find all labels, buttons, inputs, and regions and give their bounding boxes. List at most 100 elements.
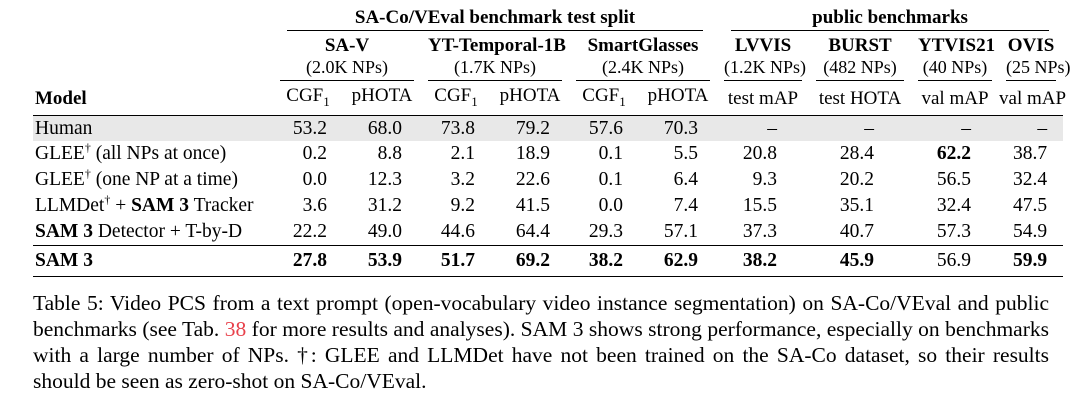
metric-header: val mAP bbox=[999, 81, 1066, 116]
table-row-sam3: SAM 3 27.8 53.9 51.7 69.2 38.2 62.9 38.2… bbox=[33, 244, 1064, 277]
value-cell: 9.3 bbox=[752, 169, 778, 191]
value-cell: 70.3 bbox=[639, 115, 718, 142]
model-cell: SAM 3 bbox=[33, 244, 273, 277]
metric-header: val mAP bbox=[911, 81, 1000, 116]
value-cell: 53.2 bbox=[273, 115, 343, 142]
value-cell: 62.2 bbox=[936, 143, 972, 165]
value-cell: 31.2 bbox=[367, 195, 402, 217]
value-cell: 47.5 bbox=[1012, 195, 1048, 217]
value-cell: 0.1 bbox=[598, 169, 623, 191]
value-cell: – bbox=[911, 115, 1000, 142]
group-header-row: SA-Co/VEval benchmark test split public … bbox=[33, 7, 1063, 33]
value-cell: 38.2 bbox=[569, 244, 639, 277]
value-cell: 20.2 bbox=[839, 169, 875, 191]
benchmark-yt-temporal: YT-Temporal-1B (1.7K NPs) bbox=[428, 35, 566, 81]
value-cell: 38.7 bbox=[1012, 143, 1048, 165]
metric-header: CGF1 bbox=[421, 81, 491, 116]
caption-text-before: Table 5: Video PCS from a text prompt (o… bbox=[33, 290, 1049, 341]
value-cell: 69.2 bbox=[491, 244, 569, 277]
value-cell: 53.9 bbox=[343, 244, 421, 277]
benchmark-smartglasses: SmartGlasses (2.4K NPs) bbox=[576, 35, 711, 81]
metric-header: pHOTA bbox=[343, 81, 421, 116]
group-label-public: public benchmarks bbox=[731, 7, 1050, 31]
table-row-glee-one: GLEE† (one NP at a time) 0.0 12.3 3.2 22… bbox=[33, 167, 1063, 193]
value-cell: 68.0 bbox=[343, 115, 421, 142]
value-cell: 28.4 bbox=[839, 143, 875, 165]
benchmark-burst: BURST (482 NPs) bbox=[816, 35, 905, 81]
model-cell: LLMDet† + SAM 3 Tracker bbox=[35, 192, 254, 217]
value-cell: 0.1 bbox=[598, 143, 623, 165]
metric-header: pHOTA bbox=[639, 81, 718, 116]
value-cell: 27.8 bbox=[273, 244, 343, 277]
value-cell: 57.6 bbox=[569, 115, 639, 142]
metric-header: CGF1 bbox=[273, 81, 343, 116]
benchmark-header-row: SA-V (2.0K NPs) YT-Temporal-1B (1.7K NPs) … bbox=[33, 33, 1071, 81]
value-cell: 79.2 bbox=[491, 115, 569, 142]
value-cell: – bbox=[999, 115, 1064, 142]
metric-header-row: Model CGF1 pHOTA CGF1 pHOTA CGF1 pHOTA t… bbox=[33, 81, 1066, 116]
model-cell: SAM 3 Detector + T-by-D bbox=[35, 221, 243, 243]
value-cell: 0.0 bbox=[598, 195, 623, 217]
value-cell: 62.9 bbox=[639, 244, 718, 277]
results-table: SA-Co/VEval benchmark test split public … bbox=[33, 7, 1071, 277]
value-cell: – bbox=[809, 115, 912, 142]
value-cell: 37.3 bbox=[742, 221, 778, 243]
value-cell: 22.2 bbox=[292, 221, 327, 243]
value-cell: 2.1 bbox=[450, 143, 475, 165]
table-ref-link[interactable]: 38 bbox=[224, 316, 247, 341]
value-cell: 0.0 bbox=[302, 169, 327, 191]
value-cell: 57.1 bbox=[663, 221, 699, 243]
metric-header: test HOTA bbox=[809, 81, 912, 116]
metric-header: CGF1 bbox=[569, 81, 639, 116]
value-cell: 22.6 bbox=[515, 169, 550, 191]
value-cell: 56.9 bbox=[911, 244, 1000, 277]
value-cell: 0.2 bbox=[302, 143, 327, 165]
value-cell: 29.3 bbox=[588, 221, 623, 243]
value-cell: 5.5 bbox=[673, 143, 699, 165]
table-row-llmdet-tracker: LLMDet† + SAM 3 Tracker 3.6 31.2 9.2 41.… bbox=[33, 193, 1063, 219]
value-cell: – bbox=[717, 115, 810, 142]
value-cell: 3.6 bbox=[302, 195, 327, 217]
metric-header: pHOTA bbox=[491, 81, 569, 116]
value-cell: 32.4 bbox=[936, 195, 972, 217]
value-cell: 64.4 bbox=[515, 221, 550, 243]
value-cell: 57.3 bbox=[936, 221, 972, 243]
benchmark-lvvis: LVVIS (1.2K NPs) bbox=[724, 35, 806, 81]
metric-header: test mAP bbox=[717, 81, 810, 116]
value-cell: 3.2 bbox=[450, 169, 475, 191]
value-cell: 59.9 bbox=[999, 244, 1064, 277]
caption-text-after: for more results and analyses). SAM 3 sh… bbox=[33, 316, 1049, 393]
page: SA-Co/VEval benchmark test split public … bbox=[33, 7, 1071, 394]
value-cell: 18.9 bbox=[515, 143, 550, 165]
model-column-header: Model bbox=[33, 81, 273, 116]
value-cell: 51.7 bbox=[421, 244, 491, 277]
benchmark-ytvis21: YTVIS21 (40 NPs) bbox=[918, 35, 995, 81]
benchmark-ovis: OVIS (25 NPs) bbox=[1006, 35, 1071, 81]
value-cell: 12.3 bbox=[367, 169, 402, 191]
value-cell: 56.5 bbox=[936, 169, 972, 191]
value-cell: 45.9 bbox=[809, 244, 912, 277]
value-cell: 38.2 bbox=[717, 244, 810, 277]
value-cell: 6.4 bbox=[673, 169, 699, 191]
value-cell: 40.7 bbox=[839, 221, 875, 243]
value-cell: 8.8 bbox=[377, 143, 402, 165]
benchmark-sav: SA-V (2.0K NPs) bbox=[280, 35, 414, 81]
value-cell: 44.6 bbox=[440, 221, 475, 243]
value-cell: 49.0 bbox=[367, 221, 402, 243]
table-row-human: Human 53.2 68.0 73.8 79.2 57.6 70.3 – – … bbox=[33, 115, 1064, 142]
value-cell: 54.9 bbox=[1012, 221, 1048, 243]
value-cell: 73.8 bbox=[421, 115, 491, 142]
value-cell: 9.2 bbox=[450, 195, 475, 217]
table-caption: Table 5: Video PCS from a text prompt (o… bbox=[33, 290, 1049, 394]
group-label-saco: SA-Co/VEval benchmark test split bbox=[287, 7, 704, 31]
value-cell: 7.4 bbox=[673, 195, 699, 217]
value-cell: 41.5 bbox=[515, 195, 550, 217]
value-cell: 20.8 bbox=[742, 143, 778, 165]
value-cell: 15.5 bbox=[742, 195, 778, 217]
table-row-sam3-detector: SAM 3 Detector + T-by-D 22.2 49.0 44.6 6… bbox=[33, 219, 1063, 245]
model-cell: GLEE† (all NPs at once) bbox=[35, 140, 227, 165]
model-cell: Human bbox=[33, 115, 273, 142]
model-cell: GLEE† (one NP at a time) bbox=[35, 166, 238, 191]
value-cell: 35.1 bbox=[839, 195, 875, 217]
value-cell: 32.4 bbox=[1012, 169, 1048, 191]
